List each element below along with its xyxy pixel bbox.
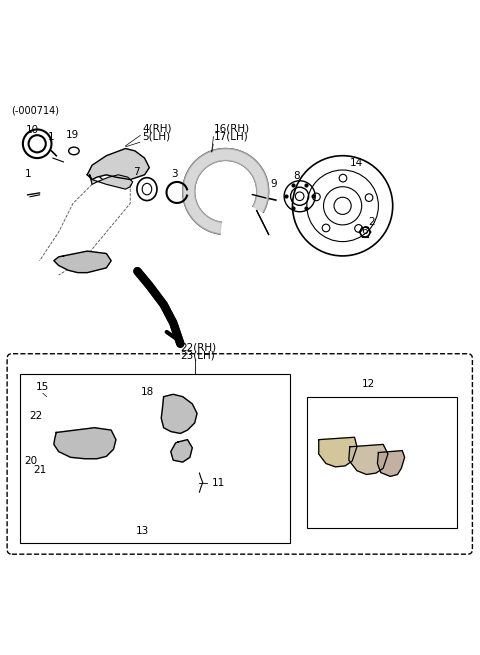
Text: 23(LH): 23(LH) [180,350,215,360]
Bar [307,397,457,528]
Text: 19: 19 [65,130,79,140]
Text: 12: 12 [362,379,375,389]
Text: 20: 20 [24,455,37,466]
Polygon shape [319,438,357,467]
Text: 21: 21 [33,464,46,475]
Polygon shape [171,440,192,462]
Text: 22(RH): 22(RH) [180,343,216,352]
Text: 17(LH): 17(LH) [214,132,249,142]
Polygon shape [183,149,269,234]
Text: 15: 15 [36,383,49,392]
Text: 13: 13 [135,526,149,536]
Text: 1: 1 [24,169,31,179]
Text: 7: 7 [132,167,139,177]
Text: 11: 11 [212,478,225,488]
Text: 5(LH): 5(LH) [143,132,171,142]
Text: 16(RH): 16(RH) [214,124,250,134]
Polygon shape [349,445,388,474]
Text: 4(RH): 4(RH) [143,124,172,134]
Text: 3: 3 [171,169,178,179]
Polygon shape [377,451,405,476]
Text: 14: 14 [350,159,363,168]
Text: (-000714): (-000714) [11,105,59,115]
Text: 10: 10 [26,125,39,135]
Text: 9: 9 [270,179,276,189]
Bar [21,374,290,543]
Polygon shape [90,175,132,189]
Polygon shape [54,428,116,458]
Text: 6: 6 [361,227,367,236]
Text: 18: 18 [140,387,154,398]
Text: 1: 1 [48,132,55,142]
Text: 2: 2 [368,217,374,227]
Polygon shape [87,149,149,179]
Polygon shape [54,251,111,272]
Polygon shape [161,394,197,434]
FancyBboxPatch shape [7,354,472,554]
Text: 22: 22 [30,411,43,421]
Text: 8: 8 [293,170,300,181]
